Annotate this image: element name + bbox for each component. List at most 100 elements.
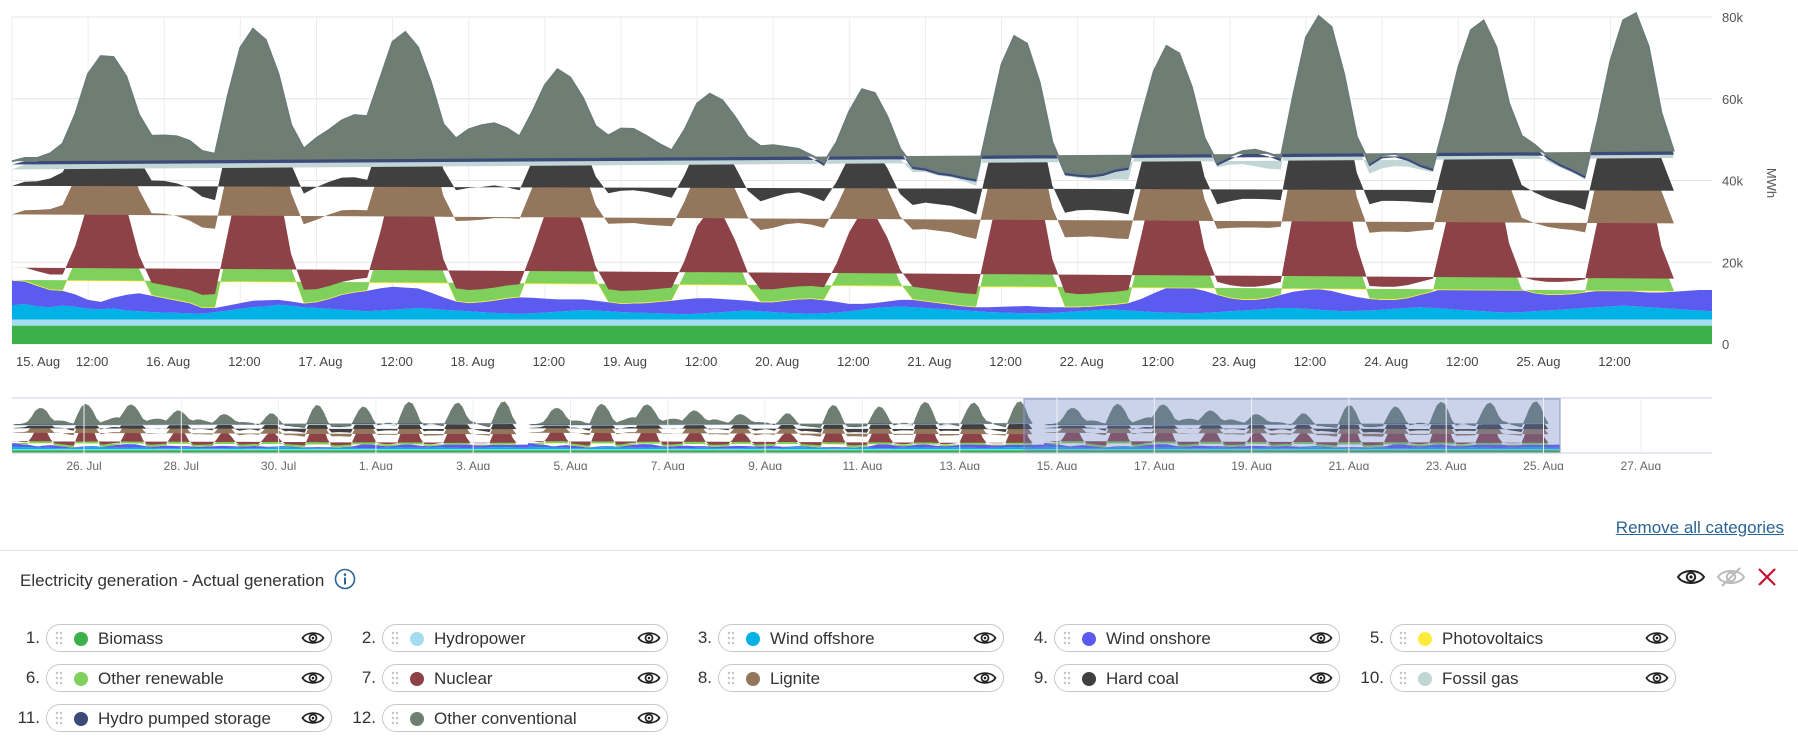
legend-color-swatch — [1418, 672, 1432, 686]
legend-item-label: Lignite — [770, 669, 821, 688]
legend-item: 11. Hydro pumped storage — [0, 704, 336, 732]
show-all-eye-icon[interactable] — [1676, 566, 1706, 588]
x-tick-label: 15. Aug — [16, 354, 60, 369]
legend-item-pill[interactable]: Fossil gas — [1390, 664, 1676, 692]
legend-item-number: 1. — [25, 628, 40, 647]
navigator-x-tick-label: 25. Aug — [1523, 459, 1564, 470]
total-outline — [11, 11, 1675, 180]
legend-color-swatch — [410, 672, 424, 686]
navigator-x-tick-label: 13. Aug — [939, 459, 980, 470]
drag-handle-icon[interactable] — [391, 711, 399, 725]
navigator-area-biomass — [528, 450, 1044, 453]
stacked-areas[interactable] — [11, 11, 1712, 344]
area-hard-coal[interactable] — [12, 53, 1674, 215]
area-wind-offshore[interactable] — [12, 303, 1712, 320]
drag-handle-icon[interactable] — [1063, 671, 1071, 685]
navigator-area-wind-onshore — [528, 442, 1044, 449]
info-icon[interactable] — [334, 568, 356, 590]
visibility-eye-icon[interactable] — [973, 669, 997, 687]
legend-item-label: Hydro pumped storage — [98, 709, 271, 728]
drag-handle-icon[interactable] — [391, 631, 399, 645]
legend-item-number: 5. — [1369, 628, 1384, 647]
drag-handle-icon[interactable] — [55, 711, 63, 725]
legend-item-label: Nuclear — [434, 669, 493, 688]
navigator-area-other-conventional — [12, 401, 517, 428]
legend-item-pill[interactable]: Lignite — [718, 664, 1004, 692]
area-hydropower[interactable] — [12, 319, 1712, 326]
navigator-area-hard-coal — [1044, 407, 1549, 433]
area-nuclear[interactable] — [12, 118, 1674, 295]
navigator-area-wind-offshore — [12, 446, 528, 450]
legend-item-pill[interactable]: Nuclear — [382, 664, 668, 692]
visibility-eye-icon[interactable] — [1309, 669, 1333, 687]
visibility-eye-icon[interactable] — [301, 709, 325, 727]
legend-color-swatch — [410, 632, 424, 646]
legend-item-pill[interactable]: Photovoltaics — [1390, 624, 1676, 652]
x-tick-label: 24. Aug — [1364, 354, 1408, 369]
x-tick-label: 23. Aug — [1212, 354, 1256, 369]
navigator-area-wind-onshore — [12, 442, 528, 449]
close-icon[interactable] — [1756, 566, 1778, 588]
legend-item-pill[interactable]: Hydropower — [382, 624, 668, 652]
legend-item-pill[interactable]: Wind onshore — [1054, 624, 1340, 652]
legend-item-pill[interactable]: Hard coal — [1054, 664, 1340, 692]
legend-item-label: Other renewable — [98, 669, 224, 688]
navigator-area-lignite — [12, 410, 517, 437]
visibility-eye-icon[interactable] — [637, 669, 661, 687]
area-biomass[interactable] — [12, 325, 1712, 344]
x-tick-label: 12:00 — [228, 354, 261, 369]
legend-item-pill[interactable]: Biomass — [46, 624, 332, 652]
navigator-x-tick-label: 30. Jul — [261, 459, 296, 470]
visibility-eye-icon[interactable] — [637, 629, 661, 647]
legend-item-pill[interactable]: Hydro pumped storage — [46, 704, 332, 732]
drag-handle-icon[interactable] — [55, 671, 63, 685]
drag-handle-icon[interactable] — [1063, 631, 1071, 645]
navigator-x-tick-label: 23. Aug — [1426, 459, 1467, 470]
area-other-conventional[interactable] — [12, 13, 1674, 179]
x-tick-label: 12:00 — [685, 354, 718, 369]
drag-handle-icon[interactable] — [727, 631, 735, 645]
navigator-selection[interactable] — [1023, 398, 1561, 454]
navigator-x-axis: 26. Jul 28. Jul 30. Jul 1. Aug 3. Aug 5. Aug 7… — [66, 398, 1661, 470]
legend-item-label: Other conventional — [434, 709, 577, 728]
legend-color-swatch — [74, 712, 88, 726]
drag-handle-icon[interactable] — [1399, 671, 1407, 685]
drag-handle-icon[interactable] — [1399, 631, 1407, 645]
navigator-area-biomass — [1044, 450, 1560, 453]
visibility-eye-icon[interactable] — [637, 709, 661, 727]
visibility-eye-icon[interactable] — [1645, 629, 1669, 647]
visibility-eye-icon[interactable] — [1309, 629, 1333, 647]
drag-handle-icon[interactable] — [391, 671, 399, 685]
legend-item-number: 10. — [1360, 668, 1384, 687]
navigator-x-tick-label: 7. Aug — [651, 459, 685, 470]
navigator-x-tick-label: 21. Aug — [1329, 459, 1370, 470]
visibility-eye-icon[interactable] — [973, 629, 997, 647]
navigator[interactable]: 26. Jul 28. Jul 30. Jul 1. Aug 3. Aug 5. Aug 7… — [0, 390, 1798, 470]
legend-item: 6. Other renewable — [0, 664, 336, 692]
remove-all-categories-link[interactable]: Remove all categories — [1615, 518, 1784, 537]
navigator-x-tick-label: 11. Aug — [842, 459, 882, 470]
visibility-eye-icon[interactable] — [301, 669, 325, 687]
legend-item-label: Hard coal — [1106, 669, 1179, 688]
navigator-x-tick-label: 1. Aug — [359, 459, 393, 470]
legend-item-number: 3. — [697, 628, 712, 647]
area-lignite[interactable] — [12, 73, 1674, 240]
y-tick-label: 40k — [1722, 174, 1743, 189]
x-tick-label: 17. Aug — [298, 354, 342, 369]
legend-item: 9. Hard coal — [1008, 664, 1344, 692]
x-tick-label: 12:00 — [380, 354, 413, 369]
drag-handle-icon[interactable] — [727, 671, 735, 685]
area-wind-onshore[interactable] — [12, 278, 1712, 315]
y-axis-label: MWh — [1764, 168, 1779, 198]
drag-handle-icon[interactable] — [55, 631, 63, 645]
legend-item-pill[interactable]: Wind offshore — [718, 624, 1004, 652]
x-tick-label: 12:00 — [76, 354, 109, 369]
hide-all-eye-slash-icon[interactable] — [1716, 566, 1746, 588]
divider — [0, 550, 1798, 551]
visibility-eye-icon[interactable] — [301, 629, 325, 647]
legend-item-pill[interactable]: Other renewable — [46, 664, 332, 692]
legend-item-pill[interactable]: Other conventional — [382, 704, 668, 732]
y-tick-label: 60k — [1722, 92, 1743, 107]
legend-item-label: Fossil gas — [1442, 669, 1519, 688]
visibility-eye-icon[interactable] — [1645, 669, 1669, 687]
